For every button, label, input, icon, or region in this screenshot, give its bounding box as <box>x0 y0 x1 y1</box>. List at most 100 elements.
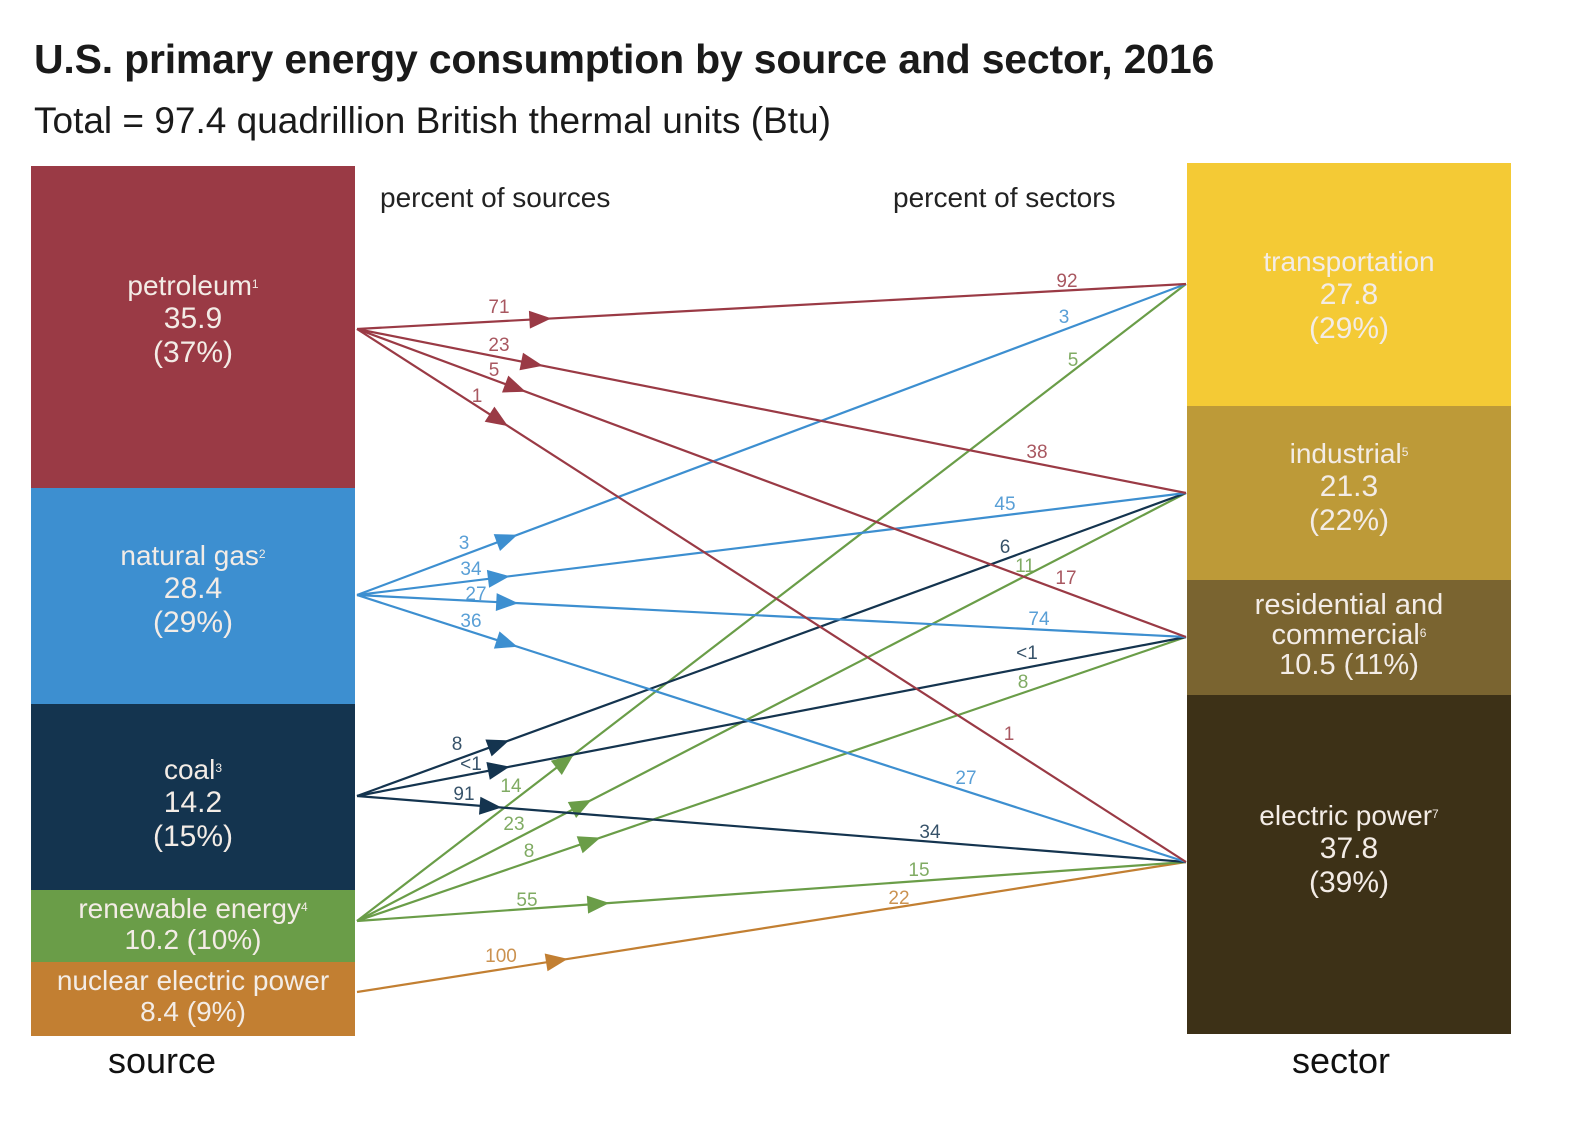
flow-line <box>356 283 1187 922</box>
arrowhead-icon <box>586 895 610 914</box>
flow-line <box>356 282 1187 331</box>
arrowhead-icon <box>493 631 518 649</box>
percent-of-sector-label: 17 <box>1055 568 1076 589</box>
source-name: renewable energy4 <box>78 893 308 924</box>
percent-of-source-label: 3 <box>459 533 470 554</box>
arrowhead-icon <box>479 796 502 815</box>
arrowhead-icon <box>519 352 543 371</box>
flow-line <box>356 282 1187 597</box>
footnote-marker: 7 <box>1432 807 1439 821</box>
percent-of-source-label: 91 <box>453 784 474 805</box>
flow-nuclear-to-electric-power: 100 22 <box>356 860 1187 994</box>
flow-petroleum-to-residential-commercial: 5 17 <box>356 327 1187 639</box>
source-value: 14.2 <box>163 786 223 819</box>
source-value: 28.4 <box>163 572 223 605</box>
sector-name: residential and commercial6 <box>1254 589 1444 651</box>
source-name: petroleum1 <box>127 270 259 301</box>
percent-of-source-label: 14 <box>500 776 522 797</box>
flow-line <box>356 593 1187 864</box>
percent-of-sector-label: 34 <box>919 822 941 843</box>
source-block-nuclear: nuclear electric power 8.4 (9%) <box>31 962 355 1036</box>
source-block-petroleum: petroleum1 35.9 (37%) <box>31 166 355 488</box>
flow-line <box>356 635 1187 923</box>
source-name: nuclear electric power <box>56 965 330 996</box>
flow-coal-to-electric-power: 91 34 <box>356 784 1187 864</box>
arrowhead-icon <box>567 799 592 818</box>
flow-renewable-to-industrial: 23 11 <box>356 492 1187 922</box>
flow-line <box>356 327 1187 495</box>
arrowhead-icon <box>486 569 510 588</box>
percent-of-source-label: 1 <box>472 386 483 407</box>
percent-of-sector-label: 1 <box>1004 724 1015 745</box>
flow-line <box>356 593 1187 639</box>
flow-line <box>356 860 1187 994</box>
percent-of-source-label: 36 <box>460 611 481 632</box>
chart-title: U.S. primary energy consumption by sourc… <box>34 36 1215 82</box>
sector-value: 10.5 (11%) <box>1279 649 1419 681</box>
sector-value: 21.3 <box>1319 470 1379 503</box>
footnote-marker: 2 <box>258 547 266 561</box>
arrowhead-icon <box>544 953 568 972</box>
percent-of-sector-label: 5 <box>1068 350 1079 371</box>
flow-petroleum-to-transportation: 71 92 <box>356 271 1187 331</box>
arrowhead-icon <box>493 534 518 551</box>
flow-line <box>356 492 1187 922</box>
sector-name: transportation <box>1263 246 1435 277</box>
percent-of-source-label: 5 <box>489 360 500 381</box>
percent-of-source-label: 27 <box>465 584 486 605</box>
footnote-marker: 6 <box>1419 626 1427 640</box>
source-value: 10.2 (10%) <box>124 924 262 955</box>
percent-of-sector-label: 15 <box>908 860 929 881</box>
footnote-marker: 5 <box>1401 445 1409 459</box>
percent-of-sector-label: 92 <box>1056 271 1077 292</box>
percent-of-source-label: 100 <box>485 946 517 967</box>
percent-of-source-label: 34 <box>460 559 482 580</box>
sector-name: electric power7 <box>1259 800 1439 831</box>
percent-of-sector-label: 27 <box>955 768 976 789</box>
percent-of-source-label: <1 <box>460 754 482 775</box>
source-share: (29%) <box>152 606 234 639</box>
percent-of-source-label: 8 <box>452 734 463 755</box>
arrowhead-icon <box>576 836 601 854</box>
footnote-marker: 1 <box>251 277 259 291</box>
percent-of-sector-label: 45 <box>994 494 1015 515</box>
source-share: (15%) <box>152 820 234 853</box>
flow-petroleum-to-electric-power: 11 <box>356 328 1187 863</box>
percent-of-sector-label: 3 <box>1059 307 1070 328</box>
sector-block-residential-commercial: residential and commercial6 10.5 (11%) <box>1187 580 1511 695</box>
sector-axis-label: sector <box>1292 1040 1391 1081</box>
percent-of-sector-label: 8 <box>1018 672 1029 693</box>
sector-block-electric-power: electric power7 37.8 (39%) <box>1187 695 1511 1034</box>
percent-of-sectors-heading: percent of sectors <box>893 182 1116 213</box>
flow-renewable-to-transportation: 145 <box>356 283 1187 922</box>
source-share: (37%) <box>152 336 234 369</box>
sector-block-transportation: transportation 27.8 (29%) <box>1187 163 1511 406</box>
sector-share: (22%) <box>1308 504 1390 537</box>
source-value: 8.4 (9%) <box>140 996 246 1027</box>
source-name: natural gas2 <box>120 540 266 571</box>
sector-share: (39%) <box>1308 866 1390 899</box>
sector-value: 27.8 <box>1319 278 1379 311</box>
flow-renewable-to-electric-power: 55 15 <box>356 860 1187 923</box>
percent-of-sector-label: 22 <box>888 888 909 909</box>
percent-of-sector-label: 6 <box>1000 537 1011 558</box>
percent-of-sector-label: <1 <box>1016 643 1038 664</box>
arrowhead-icon <box>550 754 574 775</box>
percent-of-sector-label: 11 <box>1015 556 1035 577</box>
flow-coal-to-industrial: 86 <box>356 491 1187 798</box>
source-axis-label: source <box>108 1040 217 1081</box>
footnote-marker: 3 <box>215 761 223 775</box>
source-name: coal3 <box>163 754 223 785</box>
arrowhead-icon <box>484 406 508 427</box>
flow-line <box>356 491 1187 798</box>
flow-natural-gas-to-industrial: 34 45 <box>356 491 1187 597</box>
flow-natural-gas-to-residential-commercial: 27 74 <box>356 584 1187 639</box>
percent-of-source-label: 8 <box>524 841 535 862</box>
arrowhead-icon <box>528 310 552 329</box>
source-block-renewable: renewable energy4 10.2 (10%) <box>31 890 355 962</box>
arrowhead-icon <box>502 375 526 393</box>
flow-natural-gas-to-electric-power: 36 27 <box>356 593 1187 864</box>
percent-of-sector-label: 74 <box>1028 609 1050 630</box>
flow-renewable-to-residential-commercial: 88 <box>356 635 1187 923</box>
